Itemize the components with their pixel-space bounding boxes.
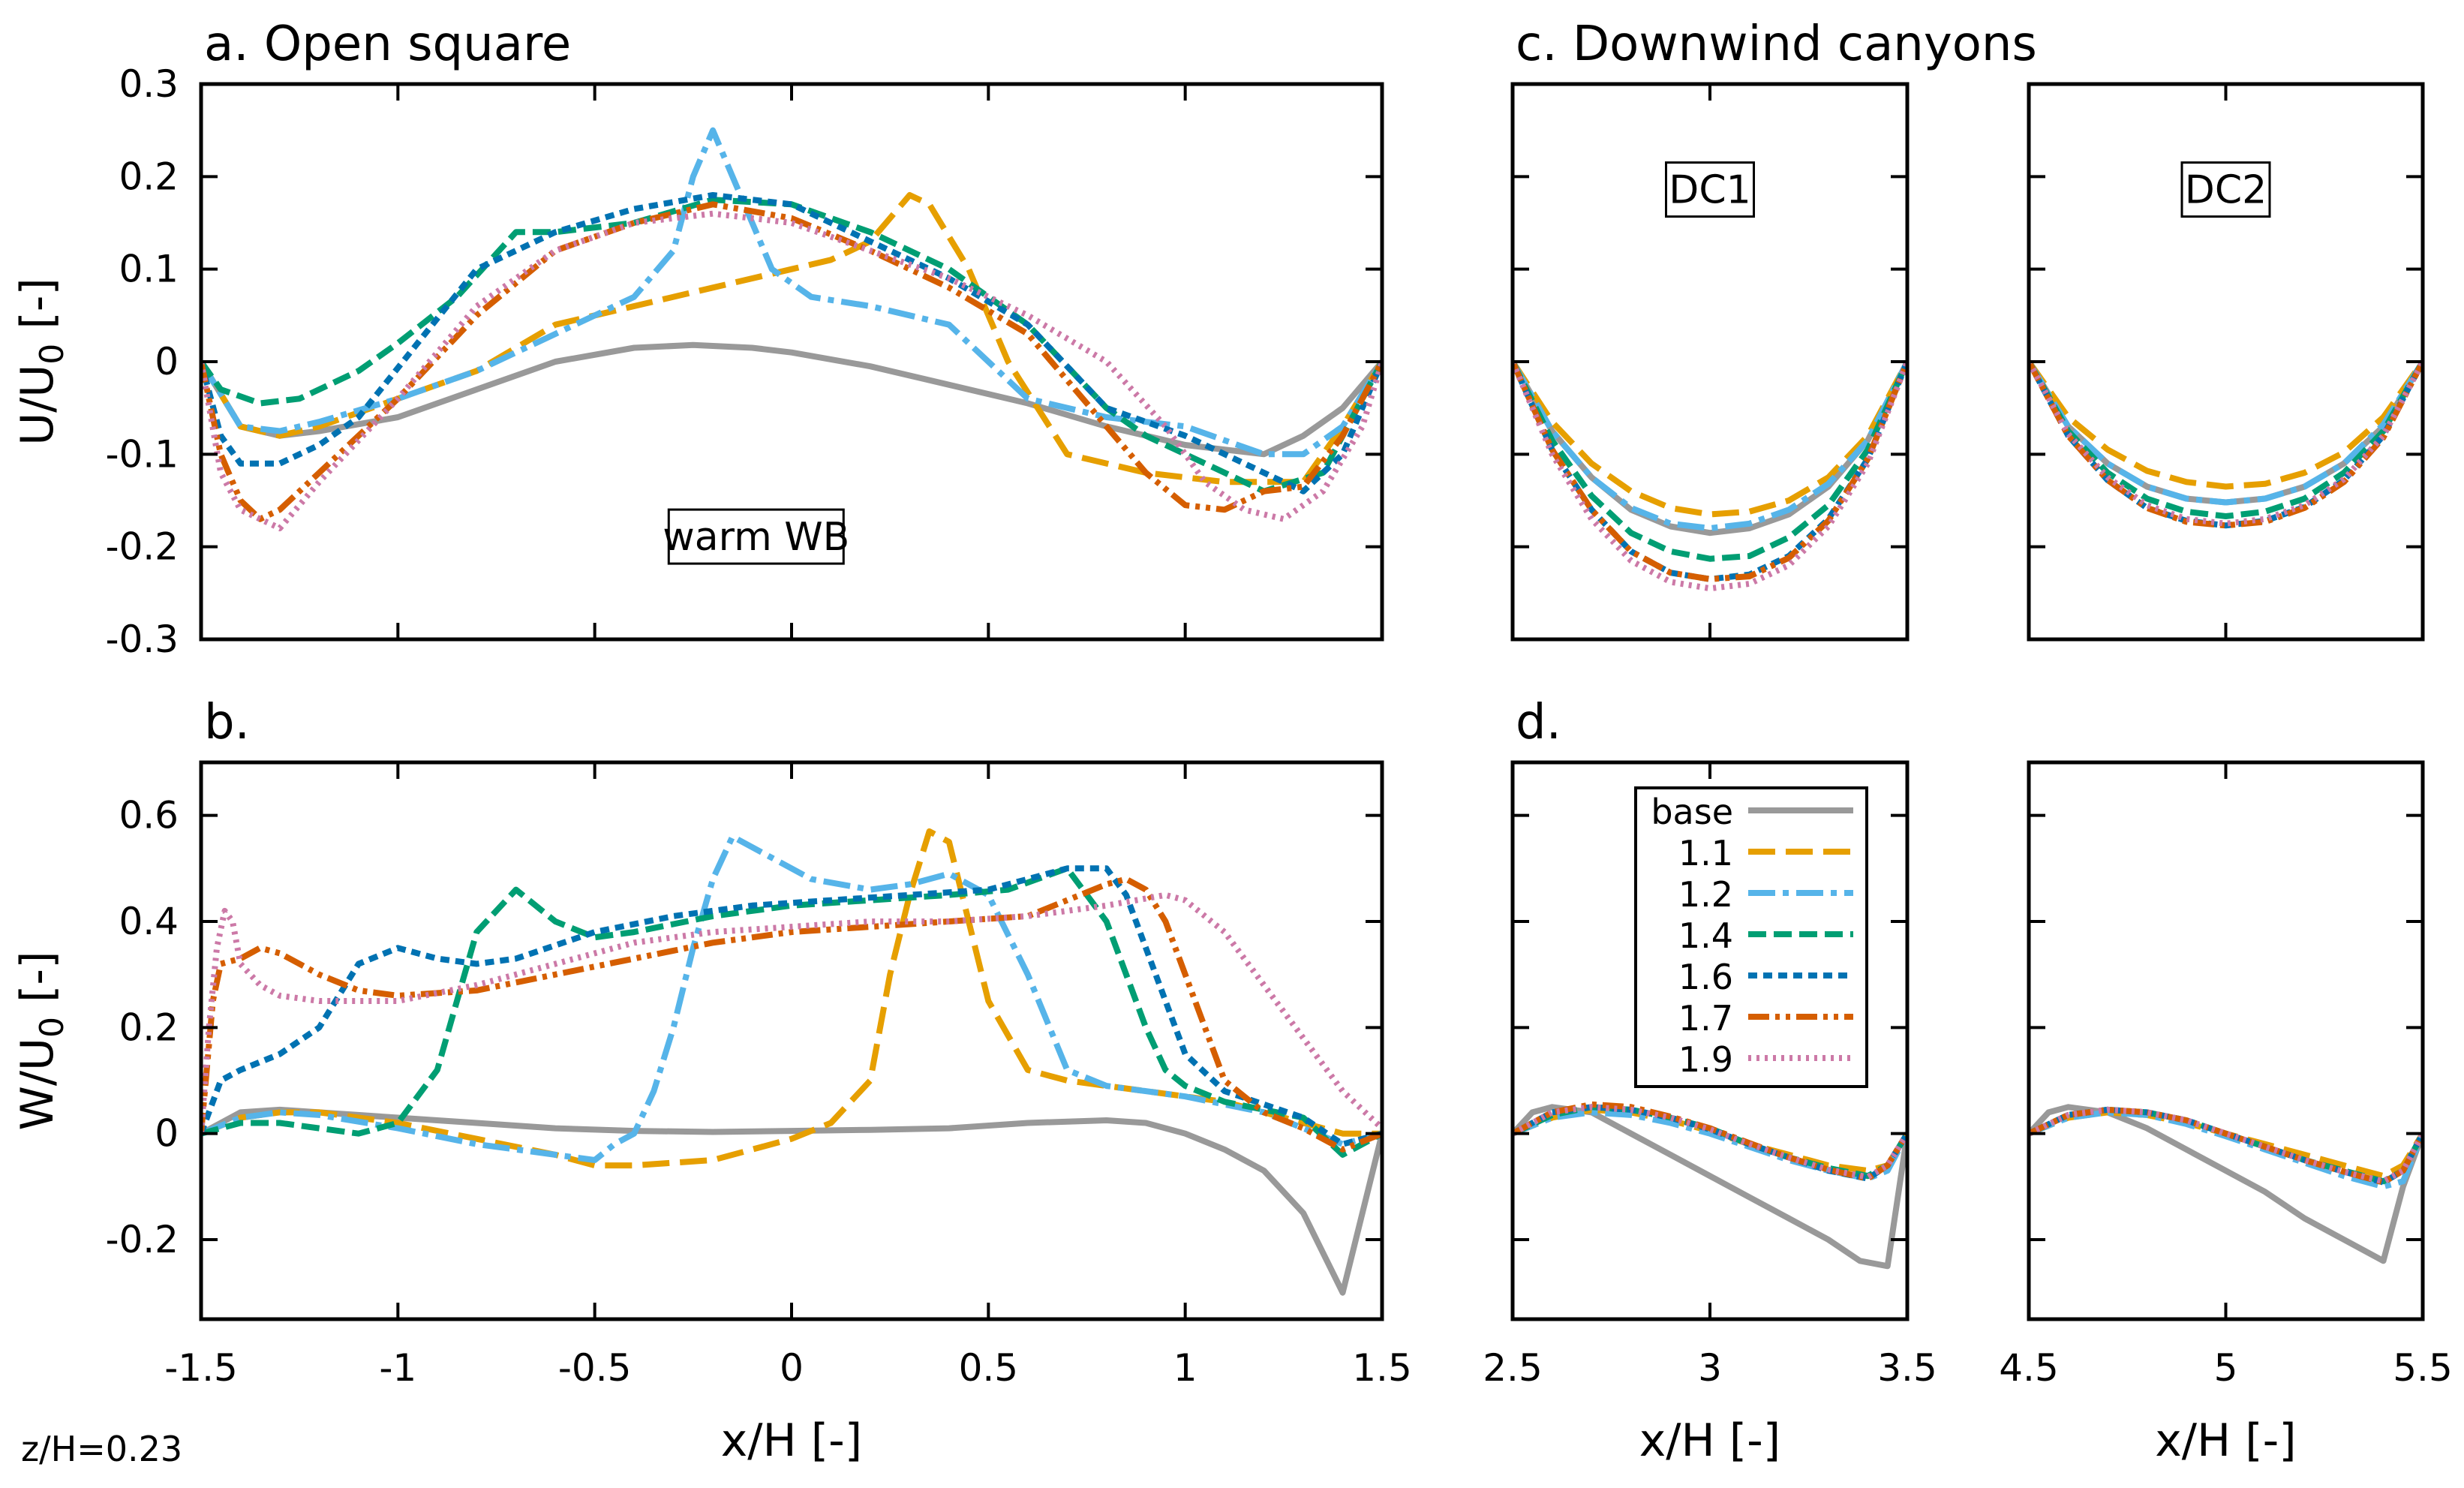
x-tick-label: 0 [780,1346,804,1390]
plot-frame [2027,760,2425,1321]
panel-annotation: DC1 [1665,161,1755,218]
series-line-1-1 [2029,359,2423,490]
series-group [1513,359,1907,592]
panel-b: -1.5 -1 -0.5 0 0.5 1 1.5 -0.2 0 0.2 0.4 0.6 b. x/H [-… [11,695,1412,1467]
y-tick-label: 0 [155,1112,179,1156]
legend-label: 1.1 [1678,833,1733,873]
y-tick-label: 0.3 [119,62,179,106]
series-line-1-1 [201,192,1382,485]
series-line-1-9 [1513,360,1907,592]
x-tick-label: 1 [1173,1346,1197,1390]
x-tick-label: 3.5 [1877,1346,1937,1390]
series-line-1-1 [2029,1109,2423,1180]
series-group [2029,1104,2423,1264]
series-group [201,828,1382,1296]
panel-title: b. [204,695,250,750]
series-line-1-4 [1513,360,1907,562]
x-tick-label: 3 [1698,1346,1722,1390]
x-tick-label: -1 [379,1346,416,1390]
series-line-1-7 [2029,360,2423,529]
panel-title: c. Downwind canyons [1516,17,2037,72]
x-tick-label: -1.5 [164,1346,238,1390]
x-axis-label: x/H [-] [2155,1414,2296,1467]
x-axis-label: x/H [-] [721,1414,862,1467]
series-line-1-6 [201,192,1382,494]
y-tick-label: 0.2 [119,1006,179,1049]
plot-frame [199,760,1384,1321]
series-line-1-6 [1513,360,1907,582]
svg-text:DC2: DC2 [2185,168,2267,213]
series-group [201,127,1382,531]
series-line-1-4 [201,865,1382,1158]
series-group [1513,1101,1907,1270]
panel-annotation: warm WB [663,508,849,565]
series-line-1-9 [2029,1106,2423,1185]
x-tick-label: 0.5 [959,1346,1019,1390]
series-line-1-2 [2029,1109,2423,1190]
series-line-1-4 [201,197,1382,494]
y-axis-label: U/U0 [-] [11,278,71,446]
panel-title: a. Open square [204,17,571,72]
x-tick-label: -0.5 [558,1346,632,1390]
y-axis-label: W/U0 [-] [11,951,71,1130]
series-line-1-7 [1513,360,1907,582]
series-line-1-6 [201,865,1382,1147]
y-tick-label: 0.4 [119,900,179,943]
panels: -0.3 -0.2 -0.1 0 0.1 0.2 0.3 a. Open square U/U0… [11,17,2453,1467]
y-tick-label: 0.2 [119,155,179,198]
x-tick-label: 5 [2214,1346,2238,1390]
series-line-1-1 [1513,1106,1907,1174]
legend-label: 1.6 [1678,957,1733,997]
series-group [2029,359,2423,529]
y-tick-label: -0.2 [105,525,179,569]
series-line-base [1513,1104,1907,1270]
panel-annotation: DC2 [2180,161,2271,218]
legend-label: 1.4 [1678,915,1733,956]
series-line-1-7 [201,876,1382,1153]
series-line-1-7 [201,201,1382,522]
series-line-1-9 [201,210,1382,531]
series-line-1-2 [201,833,1382,1163]
series-line-base [2029,1104,2423,1264]
series-line-base [201,1106,1382,1296]
x-tick-label: 2.5 [1483,1346,1543,1390]
legend-label: 1.7 [1678,998,1733,1039]
y-tick-label: 0.6 [119,794,179,837]
series-line-base [201,341,1382,458]
y-tick-label: 0 [155,340,179,383]
y-tick-label: -0.3 [105,618,179,661]
svg-text:warm WB: warm WB [663,515,849,560]
y-tick-label: 0.1 [119,248,179,291]
series-line-1-2 [201,127,1382,458]
panel-title: d. [1516,695,1561,750]
y-tick-label: -0.2 [105,1218,179,1261]
x-axis-label: x/H [-] [1639,1414,1780,1467]
panel-d2: 4.5 5 5.5 x/H [-] [1999,760,2453,1467]
x-tick-label: 5.5 [2393,1346,2453,1390]
panel-c2: DC2 [2027,82,2425,642]
legend-label: 1.2 [1678,874,1733,915]
series-line-1-2 [1513,360,1907,531]
z-level-label: z/H=0.23 [21,1429,182,1469]
series-line-1-4 [2029,360,2423,519]
svg-text:DC1: DC1 [1669,168,1750,213]
panel-c1: c. Downwind canyons DC1 [1510,17,2037,642]
y-tick-label: -0.1 [105,432,179,476]
x-tick-label: 1.5 [1352,1346,1412,1390]
x-tick-label: 4.5 [1999,1346,2059,1390]
series-line-base [1513,360,1907,537]
legend-label: base [1651,792,1733,832]
legend-label: 1.9 [1678,1039,1733,1080]
panel-a: -0.3 -0.2 -0.1 0 0.1 0.2 0.3 a. Open square U/U0… [11,17,1384,661]
series-line-1-2 [2029,359,2423,506]
panel-d1: 2.5 3 3.5 d. x/H [-] [1483,695,1937,1467]
